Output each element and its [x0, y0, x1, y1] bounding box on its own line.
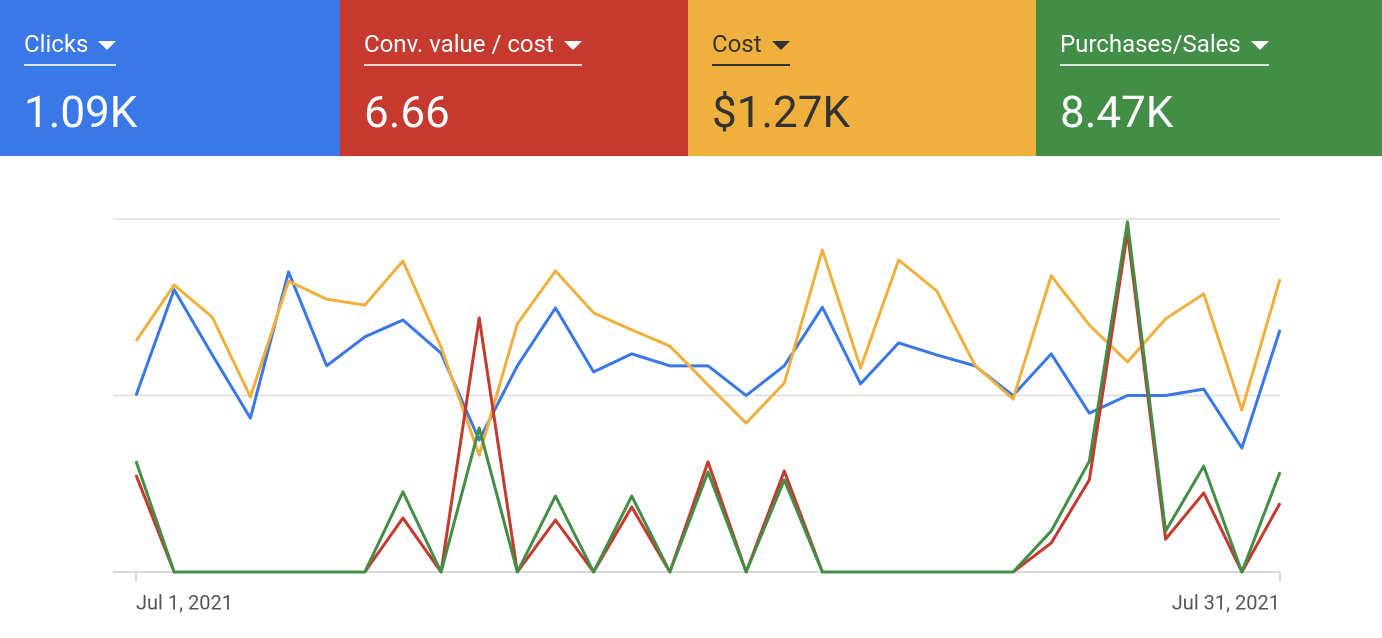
metric-total: 1.09K	[24, 86, 138, 138]
metric-tile: Cost $1.27K	[688, 0, 1036, 156]
x-tick-label: Jul 1, 2021	[136, 590, 233, 614]
series-line	[134, 248, 1282, 457]
metric-selector[interactable]: Cost	[712, 30, 790, 66]
metric-name: Purchases/Sales	[1060, 30, 1269, 58]
metric-total: 6.66	[364, 86, 450, 138]
metric-name: Clicks	[24, 30, 116, 58]
metric-total: 8.47K	[1060, 86, 1174, 138]
series-line	[134, 270, 1282, 450]
metric-selector[interactable]: Purchases/Sales	[1060, 30, 1269, 66]
metric-name: Cost	[712, 30, 790, 58]
series-line	[134, 230, 1282, 574]
metric-selector[interactable]: Conv. value / cost	[364, 30, 582, 66]
metric-tile: Purchases/Sales 8.47K	[1036, 0, 1382, 156]
metric-tile: Conv. value / cost 6.66	[340, 0, 688, 156]
series-line	[134, 220, 1282, 574]
metric-tile: Clicks 1.09K	[0, 0, 340, 156]
metric-selector[interactable]: Clicks	[24, 30, 117, 66]
x-tick-label: Jul 31, 2021	[1172, 590, 1280, 614]
metric-total: $1.27K	[712, 86, 851, 138]
metric-tiles: Clicks 1.09K Conv. value / cost 6.66 Cost $1.…	[0, 0, 1382, 156]
metric-name: Conv. value / cost	[364, 30, 582, 58]
